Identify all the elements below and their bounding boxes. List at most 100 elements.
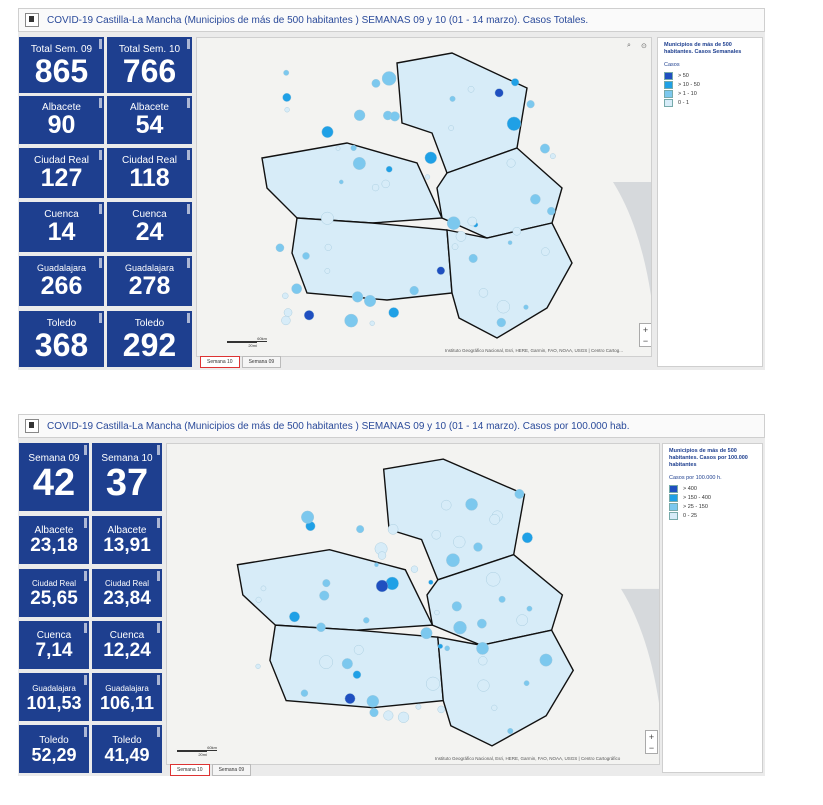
province-toledo [236, 548, 434, 631]
indicator-tile: Cuenca 24 [107, 202, 192, 252]
legend-item: > 10 - 50 [664, 80, 756, 89]
indicator-tile: Semana 10 37 [92, 443, 162, 511]
legend-title: Municipios de más de 500 habitantes. Cas… [669, 448, 748, 468]
municipality-area [511, 78, 520, 87]
indicator-tile: Total Sem. 10 766 [107, 37, 192, 93]
map-canvas-cases[interactable] [197, 38, 652, 357]
tab-semana-10[interactable]: Semana 10 [170, 764, 210, 776]
legend-swatch [669, 502, 678, 511]
panel-title-rate: COVID-19 Castilla-La Mancha (Municipios … [47, 420, 630, 432]
indicator-tile: Toledo 41,49 [92, 725, 162, 773]
scale-bar: 60km 20mi [227, 336, 267, 348]
municipality-area [300, 689, 309, 697]
municipality-area [444, 645, 450, 652]
tile-scrollbar [157, 727, 160, 737]
legend-item-label: > 150 - 400 [683, 494, 711, 501]
municipality-area [282, 292, 289, 299]
province-albacete [437, 629, 575, 747]
indicator-tile: Semana 09 42 [19, 443, 89, 511]
zoom-control[interactable]: + − [645, 730, 658, 754]
zoom-control[interactable]: + − [639, 323, 651, 347]
municipality-area [437, 705, 445, 714]
map-cases[interactable]: ⌕ ⊙ + − 60km 20mi Instituto Geográfico N… [196, 37, 652, 357]
tile-value: 766 [122, 52, 177, 89]
legend-cases: Municipios de más de 500 habitantes. Cas… [657, 37, 763, 367]
tile-value: 266 [40, 272, 83, 300]
map-attribution: Instituto Geográfico Nacional, Esri, HER… [435, 756, 621, 761]
municipality-area [521, 532, 533, 544]
municipality-area [255, 596, 262, 603]
municipality-area [366, 695, 380, 708]
municipality-area [341, 658, 353, 670]
scale-bar-bottom: 20mi [177, 751, 207, 757]
tile-label: Cuenca [132, 209, 167, 220]
municipality-area [383, 710, 394, 721]
municipality-area [451, 601, 462, 612]
zoom-in-button[interactable]: + [648, 731, 655, 742]
municipality-area [523, 304, 529, 310]
legend-swatch [664, 89, 673, 98]
tab-semana-09[interactable]: Semana 09 [211, 764, 252, 776]
map-tabs-rate: Semana 10 Semana 09 [170, 764, 253, 776]
municipality-area [496, 317, 506, 328]
tile-scrollbar [84, 518, 87, 528]
tile-value: 12,24 [103, 640, 151, 661]
tile-value: 292 [122, 326, 177, 363]
municipality-area [374, 562, 379, 567]
legend-item-label: > 10 - 50 [678, 81, 700, 88]
tile-value: 24 [135, 218, 164, 246]
municipality-area [275, 243, 285, 253]
map-rate[interactable]: + − 60km 20mi Instituto Geográfico Nacio… [166, 443, 660, 765]
tab-semana-10[interactable]: Semana 10 [200, 356, 240, 368]
municipality-area [453, 620, 467, 635]
indicator-tile: Guadalajara 106,11 [92, 673, 162, 721]
municipality-area [455, 231, 467, 242]
map-attribution: Instituto Geográfico Nacional, Esri, HER… [445, 348, 623, 353]
municipality-area [385, 165, 393, 173]
zoom-to-icon[interactable]: ⊙ [641, 43, 647, 50]
tile-label: Ciudad Real [104, 579, 150, 588]
legend-swatch [664, 98, 673, 107]
municipality-area [283, 69, 290, 76]
municipality-area [516, 614, 528, 626]
municipality-area [494, 88, 504, 98]
tile-label: Ciudad Real [33, 155, 90, 166]
municipality-area [363, 617, 370, 624]
tile-value: 13,91 [103, 535, 151, 556]
province-toledo [261, 142, 444, 224]
map-canvas-rate[interactable] [167, 444, 660, 765]
zoom-out-button[interactable]: − [648, 742, 655, 753]
tile-scrollbar [157, 518, 160, 528]
municipality-area [467, 216, 477, 227]
tab-semana-09[interactable]: Semana 09 [241, 356, 282, 368]
zoom-out-button[interactable]: − [642, 335, 649, 346]
tile-label: Toledo [46, 317, 77, 329]
municipality-area [539, 653, 553, 667]
municipality-area [335, 146, 341, 151]
municipality-area [409, 285, 419, 296]
tile-value: 90 [47, 111, 76, 139]
municipality-area [489, 514, 501, 525]
municipality-area [371, 79, 381, 88]
indicator-tile: Cuenca 14 [19, 202, 104, 252]
municipality-area [541, 247, 550, 256]
municipality-area [352, 157, 366, 170]
tile-value: 127 [40, 164, 83, 192]
indicator-tile: Albacete 13,91 [92, 516, 162, 564]
zoom-in-button[interactable]: + [642, 324, 649, 335]
province-ciudad-real [269, 624, 445, 709]
municipality-area [514, 489, 525, 499]
search-icon[interactable]: ⌕ [627, 42, 631, 49]
municipality-area [369, 320, 375, 326]
municipality-area [431, 530, 441, 540]
tile-scrollbar [187, 150, 190, 160]
municipality-area [387, 524, 399, 535]
tile-label: Guadalajara [105, 683, 149, 693]
tile-label: Toledo [134, 317, 165, 329]
municipality-area [389, 111, 400, 122]
indicator-tile: Albacete 54 [107, 96, 192, 144]
indicator-tile: Ciudad Real 127 [19, 148, 104, 198]
municipality-area [353, 644, 364, 655]
legend-item-label: > 50 [678, 72, 689, 79]
municipality-area [465, 498, 478, 511]
